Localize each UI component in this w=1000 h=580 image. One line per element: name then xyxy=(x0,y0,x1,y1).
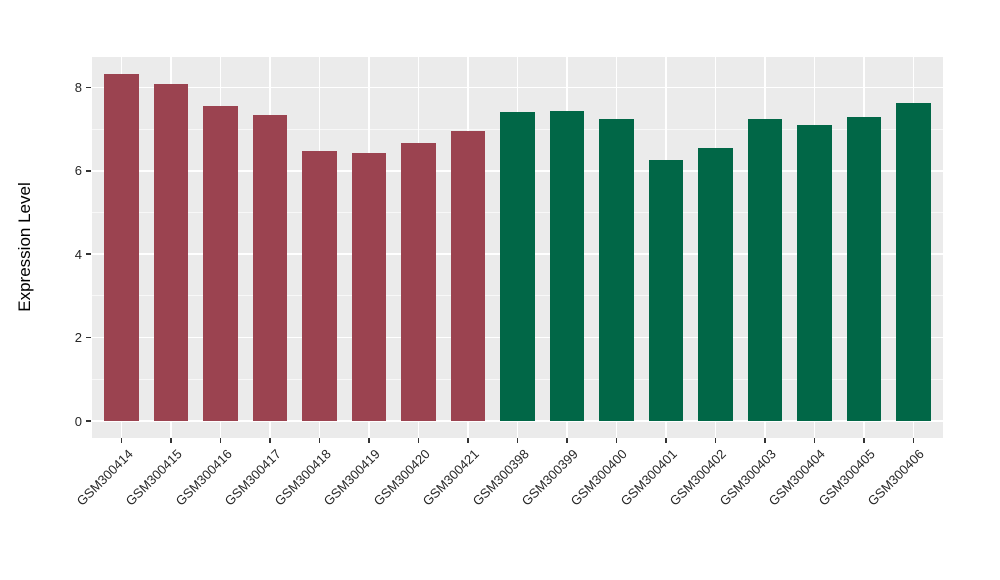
plot-panel xyxy=(92,57,943,438)
x-tick-mark xyxy=(219,438,222,443)
x-tick-mark xyxy=(615,438,618,443)
x-tick-mark xyxy=(863,438,865,443)
x-tick-mark xyxy=(417,438,420,443)
bar-GSM300419 xyxy=(351,153,387,421)
bar-GSM300420 xyxy=(401,143,436,421)
y-tick-mark xyxy=(86,253,91,255)
y-tick-mark xyxy=(86,86,91,89)
bar-GSM300404 xyxy=(797,124,832,421)
x-tick-mark xyxy=(665,438,667,443)
x-tick-mark xyxy=(912,438,915,443)
x-tick-mark xyxy=(516,438,519,443)
y-tick-label: 0 xyxy=(74,413,82,429)
x-tick-mark xyxy=(368,438,370,443)
x-tick-mark xyxy=(813,438,816,443)
x-tick-mark xyxy=(170,438,172,443)
x-tick-mark xyxy=(764,438,766,443)
y-tick-mark xyxy=(86,336,91,339)
bar-GSM300403 xyxy=(747,118,783,421)
y-tick-label: 4 xyxy=(74,246,82,262)
bar-GSM300398 xyxy=(500,111,535,421)
bar-GSM300399 xyxy=(549,110,585,421)
bar-GSM300406 xyxy=(895,102,931,421)
y-axis-title: Expression Level xyxy=(15,182,34,312)
x-tick-mark xyxy=(318,438,321,443)
bar-GSM300416 xyxy=(203,105,238,421)
bar-GSM300417 xyxy=(252,114,288,421)
y-tick-label: 8 xyxy=(74,79,82,95)
x-tick-mark xyxy=(566,438,568,443)
bar-GSM300421 xyxy=(450,131,486,421)
bar-GSM300415 xyxy=(153,84,189,421)
y-tick-mark xyxy=(86,170,91,172)
x-tick-mark xyxy=(120,438,123,443)
bar-GSM300401 xyxy=(648,159,684,421)
bar-GSM300405 xyxy=(846,116,882,421)
y-tick-label: 2 xyxy=(74,330,82,346)
x-tick-mark xyxy=(467,438,469,443)
bar-GSM300414 xyxy=(104,74,139,421)
bar-GSM300402 xyxy=(698,148,733,421)
x-tick-mark xyxy=(714,438,717,443)
bar-GSM300400 xyxy=(599,119,634,421)
y-tick-mark xyxy=(86,420,91,422)
x-tick-mark xyxy=(269,438,271,443)
bar-GSM300418 xyxy=(302,151,337,421)
y-tick-label: 6 xyxy=(74,163,82,179)
